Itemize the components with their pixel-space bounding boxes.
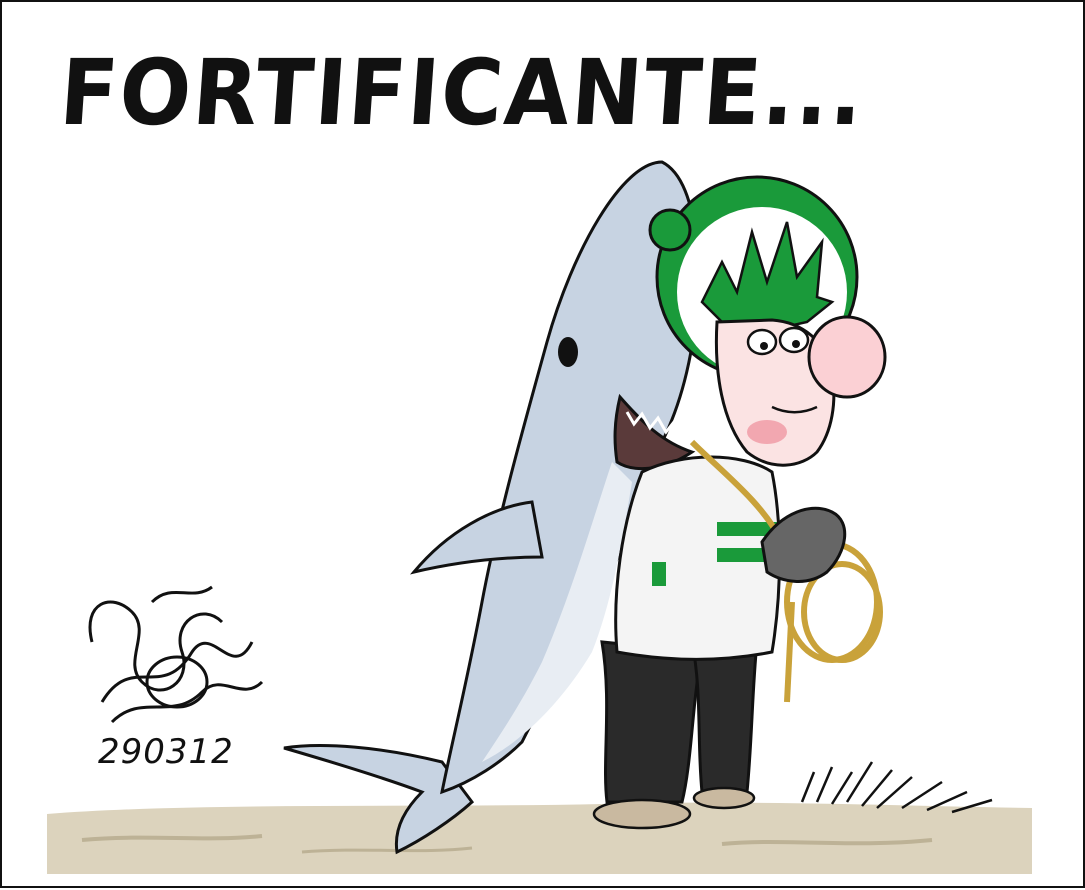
shark-costume-icon — [410, 160, 700, 795]
character-legs — [592, 640, 759, 830]
grass-tuft-icon — [800, 761, 993, 814]
ground — [47, 802, 1032, 874]
cartoon-character-icon — [648, 175, 887, 467]
signature-scribble-icon — [88, 585, 264, 724]
shark-eye — [558, 337, 578, 367]
character-torso — [614, 455, 781, 661]
shark-tail — [283, 744, 475, 855]
date-stamp: 290312 — [98, 732, 234, 772]
glove-icon — [760, 506, 847, 583]
